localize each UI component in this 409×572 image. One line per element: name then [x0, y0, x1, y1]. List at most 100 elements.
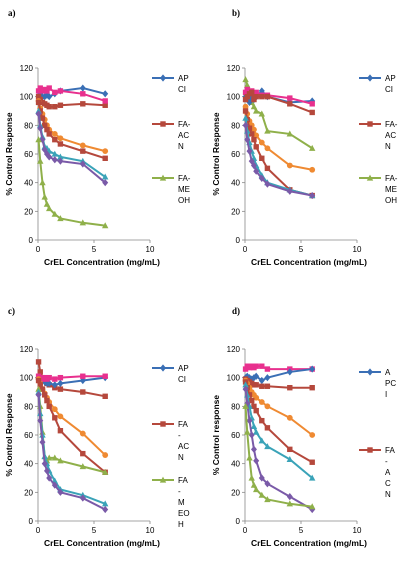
series-line [244, 125, 313, 197]
data-point [259, 383, 265, 389]
data-point [309, 385, 315, 391]
legend-label: N [178, 142, 184, 151]
data-point [264, 480, 271, 488]
series-7 [35, 110, 109, 187]
data-point [57, 428, 64, 434]
data-point [246, 374, 253, 382]
data-point [286, 414, 293, 421]
legend-label: FA- [178, 174, 191, 183]
legend-label: - [178, 431, 181, 440]
legend-label: N [178, 453, 184, 462]
legend-marker [160, 74, 166, 82]
legend-marker [159, 174, 167, 181]
legend-marker [367, 74, 373, 82]
y-tick-label: 0 [29, 236, 34, 245]
data-point [286, 368, 293, 376]
data-point [42, 122, 48, 129]
y-axis-label: % Control response [211, 395, 221, 476]
data-point [35, 110, 42, 118]
legend-label: FA- [385, 120, 398, 129]
data-point [309, 144, 316, 151]
data-point [242, 96, 249, 103]
data-point [79, 142, 86, 149]
y-tick-label: 100 [20, 374, 34, 383]
legend-label: FA [178, 420, 188, 429]
series-8 [35, 136, 109, 229]
data-point [46, 153, 53, 161]
data-point [253, 107, 260, 114]
data-point [52, 376, 58, 382]
data-point [242, 381, 249, 388]
data-point [57, 153, 64, 160]
data-point [57, 135, 64, 142]
legend-label: A [385, 468, 391, 477]
x-tick-label: 0 [36, 526, 41, 535]
data-point [250, 161, 257, 170]
y-tick-label: 80 [231, 402, 240, 411]
y-tick-label: 120 [227, 64, 241, 73]
data-point [253, 486, 260, 493]
data-point [51, 131, 58, 137]
data-point [44, 126, 50, 133]
y-tick-label: 100 [227, 374, 241, 383]
x-tick-label: 10 [353, 526, 362, 535]
data-point [287, 101, 293, 107]
legend-label: AC [178, 131, 189, 140]
legend-label: AP [385, 74, 396, 83]
data-point [57, 379, 64, 387]
data-point [80, 389, 86, 395]
data-point [102, 505, 109, 514]
data-point [250, 481, 258, 488]
legend-label: AC [178, 442, 189, 451]
data-point [258, 110, 265, 117]
data-point [286, 130, 293, 137]
data-point [51, 150, 58, 157]
data-point [287, 385, 293, 391]
data-point [80, 101, 86, 107]
data-point [242, 402, 249, 409]
legend-label: N [385, 490, 391, 499]
series-3 [35, 373, 108, 382]
data-point [259, 417, 265, 424]
data-point [264, 165, 271, 172]
data-point [57, 157, 64, 165]
data-point [258, 376, 265, 385]
data-point [244, 86, 250, 93]
panel-label: c) [8, 306, 15, 316]
data-point [102, 468, 109, 475]
x-tick-label: 0 [36, 245, 41, 254]
data-point [41, 460, 48, 468]
data-point [253, 382, 259, 388]
data-point [35, 99, 42, 106]
data-point [79, 84, 86, 92]
x-axis-label: CrEL Concentration (mg/mL) [44, 257, 160, 267]
legend-entry-3: FA- ME OH [152, 174, 191, 205]
chart-panel-2: b) 0 20 40 60 80 100 120 0 5 10 CrEL Concentration … [211, 8, 398, 267]
x-tick-label: 5 [299, 526, 304, 535]
legend-label: C [385, 479, 391, 488]
data-point [249, 89, 255, 96]
data-point [102, 155, 108, 161]
data-point [80, 148, 86, 154]
y-tick-label: 20 [231, 488, 240, 497]
data-point [264, 145, 271, 152]
data-point [39, 115, 46, 121]
data-point [286, 455, 293, 462]
data-point [37, 157, 44, 164]
data-point [244, 428, 251, 435]
data-point [51, 481, 58, 489]
data-point [52, 136, 58, 143]
data-point [35, 93, 42, 100]
data-point [102, 148, 109, 155]
data-point [80, 91, 86, 97]
data-point [51, 381, 58, 389]
data-point [242, 114, 249, 121]
y-tick-label: 80 [231, 121, 240, 130]
data-point [57, 413, 64, 420]
y-tick-label: 60 [24, 150, 33, 159]
data-point [264, 443, 271, 450]
legend-label: M [178, 498, 185, 507]
